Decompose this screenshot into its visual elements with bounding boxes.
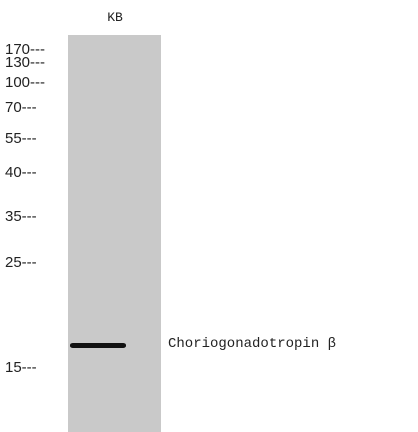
target-protein-label: Choriogonadotropin β xyxy=(168,336,336,352)
marker-40: 40--- xyxy=(5,165,37,180)
marker-130: 130--- xyxy=(5,55,45,70)
marker-70: 70--- xyxy=(5,100,37,115)
marker-100: 100--- xyxy=(5,75,45,90)
marker-25: 25--- xyxy=(5,255,37,270)
marker-35: 35--- xyxy=(5,209,37,224)
blot-lane xyxy=(68,35,161,432)
marker-55: 55--- xyxy=(5,131,37,146)
marker-15: 15--- xyxy=(5,360,37,375)
protein-band xyxy=(70,343,126,348)
lane-label: KB xyxy=(100,10,130,25)
